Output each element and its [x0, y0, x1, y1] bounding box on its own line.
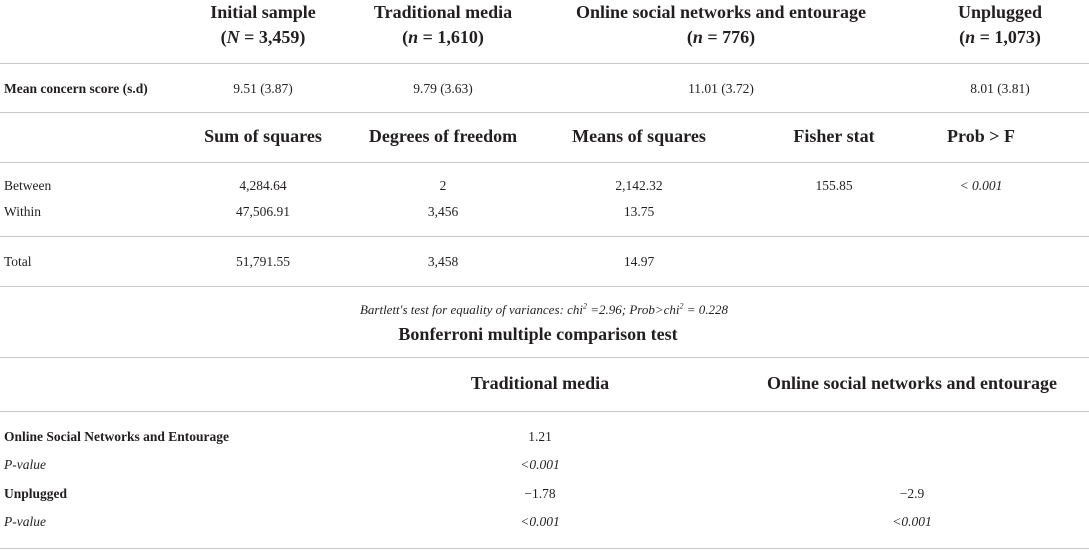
col-header-online-social: Online social networks and entourage (n … [576, 0, 866, 50]
anova-header-fisher-stat: Fisher stat [793, 126, 875, 146]
bonf-cell-pvalue: <0.001 [892, 514, 932, 529]
bonf-row-label-online: Online Social Networks and Entourage [4, 429, 230, 444]
anova-cell-prob: < 0.001 [959, 178, 1003, 193]
anova-header-sum-squares: Sum of squares [204, 126, 322, 146]
col-header-line1: Online social networks and entourage [575, 2, 867, 22]
bartlett-note: Bartlett's test for equality of variance… [359, 301, 729, 317]
bonf-row-label-pvalue: P-value [4, 514, 46, 529]
bonf-row-label-unplugged: Unplugged [4, 486, 68, 501]
anova-cell: 2 [439, 178, 447, 193]
anova-row-label-between: Between [4, 178, 52, 193]
divider [0, 286, 1089, 287]
col-header-line2: (n = 1,073) [959, 27, 1041, 47]
col-header-traditional-media: Traditional media (n = 1,610) [374, 0, 512, 50]
col-header-line1: Traditional media [373, 2, 513, 22]
bonf-cell: −1.78 [524, 486, 556, 501]
bonferroni-title: Bonferroni multiple comparison test [398, 324, 678, 344]
divider [0, 162, 1089, 163]
cell-mean-online: 11.01 (3.72) [688, 81, 754, 96]
anova-row-label-within: Within [4, 204, 41, 219]
col-header-unplugged: Unplugged (n = 1,073) [958, 0, 1042, 50]
divider [0, 63, 1089, 64]
row-label-mean-concern: Mean concern score (s.d) [4, 81, 148, 96]
bonf-cell: −2.9 [899, 486, 925, 501]
col-header-line1: Initial sample [210, 2, 316, 22]
divider [0, 548, 1089, 549]
divider [0, 411, 1089, 412]
cell-mean-initial: 9.51 (3.87) [233, 81, 293, 96]
bonf-cell-pvalue: <0.001 [520, 457, 560, 472]
bonf-cell: 1.21 [528, 429, 552, 444]
divider [0, 357, 1089, 358]
anova-cell: 4,284.64 [239, 178, 287, 193]
anova-cell: 2,142.32 [615, 178, 663, 193]
anova-cell: 3,456 [427, 204, 459, 219]
anova-cell: 14.97 [623, 254, 655, 269]
anova-cell: 51,791.55 [236, 254, 290, 269]
anova-header-means-squares: Means of squares [572, 126, 706, 146]
bonf-header-traditional-media: Traditional media [470, 373, 610, 393]
divider [0, 112, 1089, 113]
anova-cell: 155.85 [815, 178, 853, 193]
anova-header-prob-f: Prob > F [947, 126, 1015, 146]
bonf-row-label-pvalue: P-value [4, 457, 46, 472]
anova-cell: 3,458 [427, 254, 459, 269]
bonf-cell-pvalue: <0.001 [520, 514, 560, 529]
col-header-line2: (N = 3,459) [220, 27, 306, 47]
anova-row-label-total: Total [4, 254, 32, 269]
anova-cell: 13.75 [623, 204, 655, 219]
cell-mean-unplugged: 8.01 (3.81) [970, 81, 1030, 96]
col-header-line2: (n = 1,610) [402, 27, 484, 47]
anova-header-degrees-freedom: Degrees of freedom [368, 126, 518, 146]
anova-cell: 47,506.91 [236, 204, 290, 219]
col-header-line1: Unplugged [957, 2, 1043, 22]
col-header-initial-sample: Initial sample (N = 3,459) [210, 0, 316, 50]
col-header-line2: (n = 776) [686, 27, 756, 47]
divider [0, 236, 1089, 237]
cell-mean-traditional: 9.79 (3.63) [413, 81, 473, 96]
bonf-header-online-social: Online social networks and entourage [766, 373, 1058, 393]
